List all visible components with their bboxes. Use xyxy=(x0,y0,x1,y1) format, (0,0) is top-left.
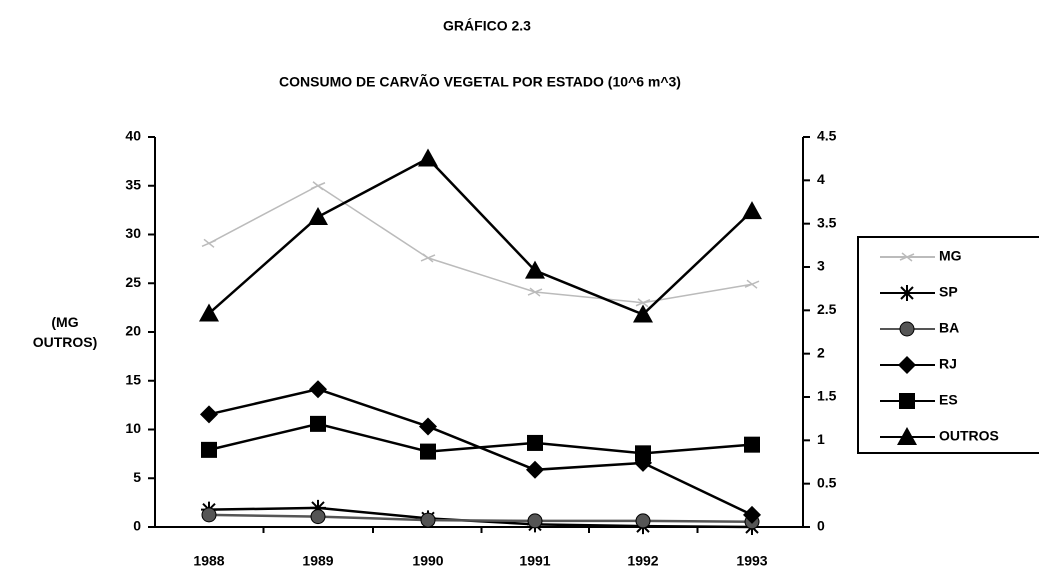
y-tick-label: 25 xyxy=(125,274,141,290)
data-point xyxy=(420,512,436,528)
data-point xyxy=(633,304,653,323)
y-axis-label: (MG OUTROS) xyxy=(32,314,98,350)
data-point xyxy=(742,201,762,220)
data-point xyxy=(743,505,761,524)
y2-tick-label: 1.5 xyxy=(817,388,837,404)
y-tick-label: 20 xyxy=(125,323,141,339)
data-point xyxy=(200,405,218,424)
data-point xyxy=(635,445,651,462)
y-tick-label: 10 xyxy=(125,420,141,436)
data-point xyxy=(309,380,327,399)
legend-label: SP xyxy=(939,284,958,300)
data-point xyxy=(310,509,326,525)
legend-label: BA xyxy=(939,320,959,336)
x-tick-label: 1988 xyxy=(193,553,224,569)
legend-marker xyxy=(899,252,915,262)
y2-tick-label: 1 xyxy=(817,431,825,447)
series-line xyxy=(208,184,753,304)
y2-tick-label: 4 xyxy=(817,171,825,187)
y2-tick-label: 2 xyxy=(817,344,825,360)
y-tick-label: 5 xyxy=(133,469,141,485)
y-tick-label: 15 xyxy=(125,371,141,387)
x-tick-label: 1989 xyxy=(302,553,333,569)
data-point xyxy=(635,513,651,529)
data-point xyxy=(527,287,543,297)
data-point xyxy=(308,206,328,225)
data-point xyxy=(635,298,651,308)
x-tick-label: 1991 xyxy=(519,553,550,569)
y-tick-label: 40 xyxy=(125,128,141,144)
data-point xyxy=(744,436,760,453)
y2-tick-label: 0.5 xyxy=(817,474,837,490)
data-point xyxy=(201,238,217,248)
series-line xyxy=(208,156,753,316)
data-point xyxy=(199,303,219,322)
data-point xyxy=(418,148,438,167)
x-tick-label: 1993 xyxy=(736,553,767,569)
legend-marker xyxy=(897,427,917,445)
data-point xyxy=(420,253,436,263)
chart-title: GRÁFICO 2.3 xyxy=(443,18,531,34)
series-line xyxy=(208,422,753,455)
y-tick-label: 0 xyxy=(133,518,141,534)
y-tick-label: 30 xyxy=(125,225,141,241)
data-point xyxy=(310,181,326,191)
chart-subtitle: CONSUMO DE CARVÃO VEGETAL POR ESTADO (10… xyxy=(279,73,681,90)
legend-label: MG xyxy=(939,248,962,264)
data-point xyxy=(419,417,437,436)
y2-tick-label: 0 xyxy=(817,518,825,534)
data-point xyxy=(310,499,326,516)
y2-tick-label: 2.5 xyxy=(817,301,837,317)
y2-tick-label: 3 xyxy=(817,258,825,274)
x-tick-label: 1990 xyxy=(412,553,443,569)
data-point xyxy=(527,434,543,451)
legend-label: RJ xyxy=(939,356,957,372)
data-point xyxy=(201,441,217,458)
data-point xyxy=(526,460,544,479)
legend-marker xyxy=(899,285,915,301)
data-point xyxy=(310,415,326,432)
series-line xyxy=(208,513,753,524)
legend-box xyxy=(857,236,1039,454)
x-tick-label: 1992 xyxy=(627,553,658,569)
legend-marker xyxy=(899,321,915,337)
y2-tick-label: 3.5 xyxy=(817,214,837,230)
data-point xyxy=(744,279,760,289)
legend-label: ES xyxy=(939,392,958,408)
y-tick-label: 35 xyxy=(125,176,141,192)
data-point xyxy=(527,513,543,529)
data-point xyxy=(525,260,545,279)
legend-label: OUTROS xyxy=(939,428,999,444)
data-point xyxy=(201,507,217,523)
y2-tick-label: 4.5 xyxy=(817,128,837,144)
legend-marker xyxy=(898,356,916,374)
legend-marker xyxy=(899,393,915,409)
data-point xyxy=(420,443,436,460)
series-line xyxy=(208,506,753,529)
